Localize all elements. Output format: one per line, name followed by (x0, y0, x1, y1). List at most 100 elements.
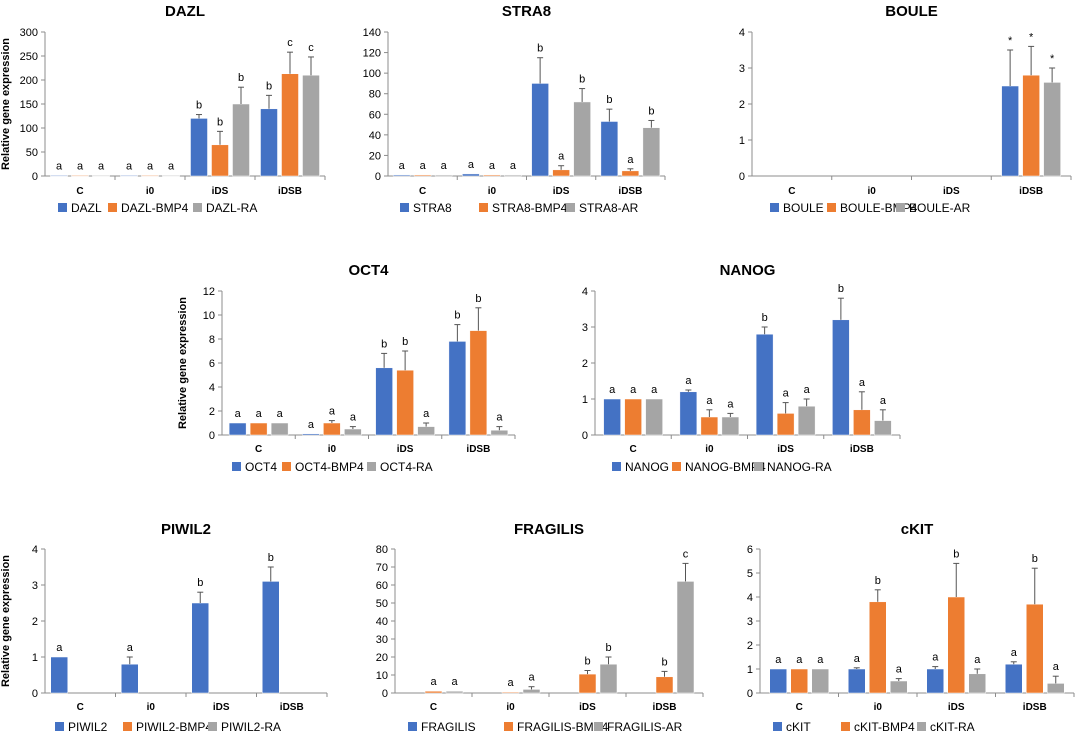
y-tick-label: 0 (32, 171, 38, 183)
y-tick-label: 2 (32, 616, 38, 628)
y-tick-label: 3 (32, 580, 38, 592)
significance-label: b (661, 656, 667, 668)
y-axis-label: Relative gene expression (177, 297, 189, 429)
bar (141, 175, 159, 177)
y-tick-label: 50 (376, 598, 388, 610)
y-tick-label: 60 (369, 109, 381, 121)
legend-label: NANOG-BMP4 (685, 460, 766, 474)
y-tick-label: 4 (32, 544, 38, 556)
bar (445, 690, 464, 694)
x-tick-label: iDS (943, 186, 960, 197)
significance-label: c (683, 548, 689, 560)
significance-label: a (308, 419, 315, 431)
legend-swatch (193, 203, 202, 212)
significance-label: c (287, 37, 293, 49)
significance-label: b (648, 105, 654, 117)
legend-label: FRAGILIS-AR (607, 720, 683, 734)
y-tick-label: 1 (582, 394, 588, 406)
y-tick-label: 0 (209, 430, 215, 442)
legend-label: OCT4-RA (380, 460, 433, 474)
significance-label: a (420, 160, 427, 172)
x-tick-label: C (419, 186, 426, 197)
bar (483, 174, 501, 177)
significance-label: a (651, 384, 658, 396)
bar (424, 690, 443, 694)
x-tick-label: iDS (397, 444, 414, 455)
chart-dazl: DAZL 0 50 100 150 200 250 300 Relative gene expr… (0, 3, 326, 215)
bar (947, 596, 965, 694)
x-tick-label: i0 (146, 186, 155, 197)
bar (869, 601, 887, 694)
significance-label: a (1053, 661, 1060, 673)
significance-label: a (235, 408, 242, 420)
y-tick-label: 0 (582, 430, 588, 442)
bar (469, 330, 488, 436)
significance-label: b (537, 43, 543, 55)
bar (848, 668, 866, 694)
legend-label: NANOG-RA (767, 460, 832, 474)
x-tick-label: iDSB (653, 702, 677, 713)
significance-label: * (1050, 53, 1055, 65)
x-tick-label: i0 (328, 444, 337, 455)
bar (448, 341, 467, 436)
bar (344, 428, 362, 436)
significance-label: a (896, 664, 903, 676)
legend-label: STRA8-AR (579, 201, 639, 215)
y-tick-label: 6 (209, 358, 215, 370)
bar (890, 680, 908, 694)
bar (50, 656, 68, 694)
y-tick-label: 140 (363, 27, 381, 39)
legend-label: PIWIL2-BMP4 (136, 720, 212, 734)
significance-label: a (168, 161, 175, 173)
chart-legend: NANOG NANOG-BMP4 NANOG-RA (612, 460, 832, 474)
legend-label: DAZL-RA (206, 201, 257, 215)
significance-label: a (98, 161, 105, 173)
significance-label: a (496, 412, 503, 424)
bar (578, 673, 597, 694)
chart-legend: cKIT cKIT-BMP4 cKIT-RA (773, 720, 975, 734)
y-tick-label: 4 (209, 382, 215, 394)
significance-label: c (308, 42, 314, 54)
significance-label: a (126, 161, 133, 173)
bar (1001, 85, 1019, 177)
significance-label: a (685, 375, 692, 387)
chart-legend: OCT4 OCT4-BMP4 OCT4-RA (232, 460, 433, 474)
legend-swatch (408, 722, 417, 731)
chart-legend: DAZL DAZL-BMP4 DAZL-RA (58, 201, 257, 215)
x-tick-label: iDS (948, 702, 965, 713)
x-tick-label: C (255, 444, 262, 455)
significance-label: a (783, 388, 790, 400)
y-tick-label: 10 (376, 670, 388, 682)
significance-label: a (350, 412, 357, 424)
bar (531, 83, 549, 177)
legend-swatch (917, 722, 926, 731)
significance-label: a (56, 161, 63, 173)
y-tick-label: 100 (363, 68, 381, 80)
significance-label: a (423, 408, 430, 420)
y-tick-label: 200 (20, 75, 38, 87)
significance-label: a (932, 652, 939, 664)
significance-label: a (1011, 647, 1018, 659)
bar (162, 175, 180, 177)
significance-label: a (880, 395, 887, 407)
chart-piwil2: PIWIL2 0 1 2 3 4 Relative gene expression Ca i0 a… (0, 521, 328, 734)
y-tick-label: 1 (739, 135, 745, 147)
y-tick-label: 4 (739, 27, 745, 39)
bar (642, 127, 661, 177)
y-tick-label: 6 (747, 544, 753, 556)
bar (71, 175, 89, 177)
significance-label: b (584, 656, 590, 668)
significance-label: a (775, 654, 782, 666)
significance-label: b (953, 548, 959, 560)
bar (645, 398, 663, 436)
legend-label: OCT4 (245, 460, 277, 474)
bar (926, 668, 944, 694)
y-tick-label: 20 (376, 652, 388, 664)
significance-label: a (77, 161, 84, 173)
significance-label: a (804, 384, 811, 396)
significance-label: a (817, 654, 824, 666)
y-tick-label: 0 (739, 171, 745, 183)
bar (262, 581, 280, 694)
bar (260, 108, 278, 177)
